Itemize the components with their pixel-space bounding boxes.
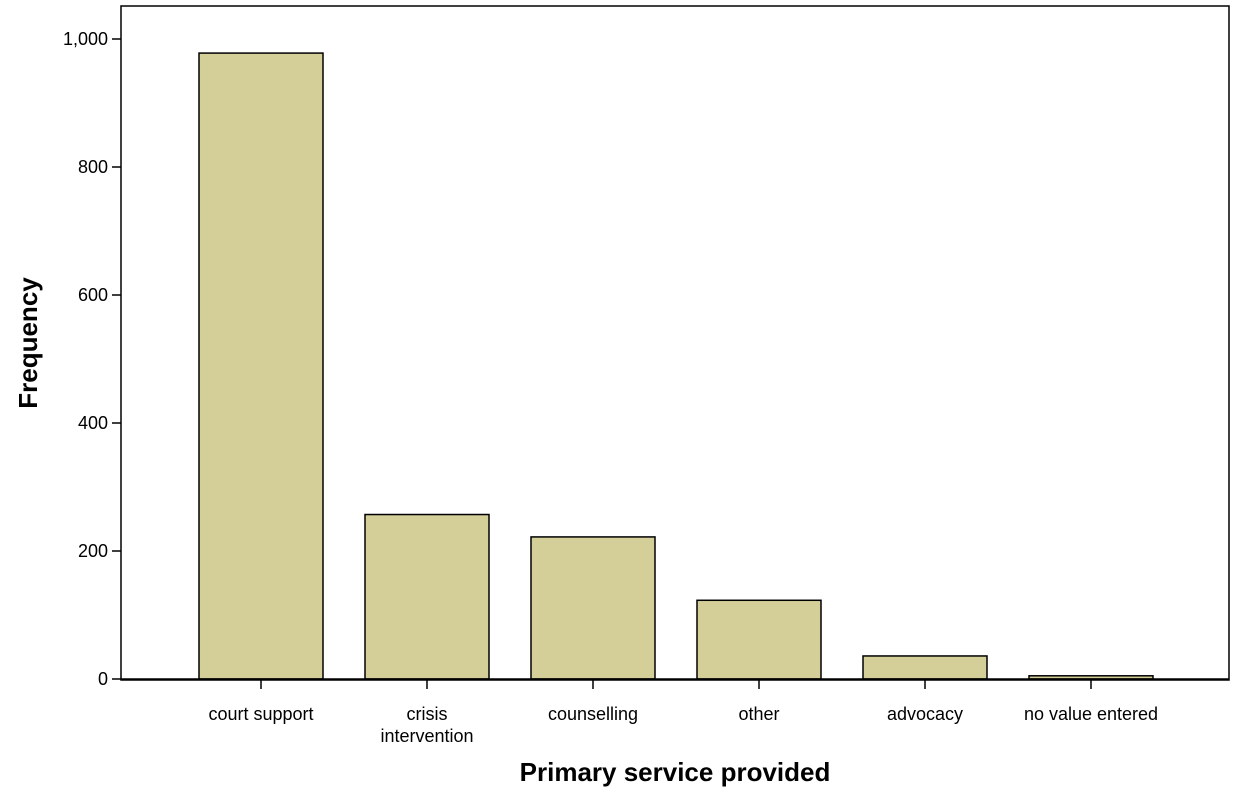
x-tick-label: no value entered [1024,704,1158,724]
y-axis-title: Frequency [13,277,43,409]
y-axis: 0 200 400 600 800 1,000 [63,29,121,689]
plot-frame [120,5,1230,681]
y-tick-label: 800 [78,157,108,177]
y-tick-label: 0 [98,669,108,689]
x-tick-label: advocacy [887,704,963,724]
bar [696,599,822,680]
x-axis-title: Primary service provided [520,757,831,787]
bar [530,536,656,680]
bar [862,655,988,680]
x-tick-label: intervention [380,726,473,746]
y-tick-label: 200 [78,541,108,561]
x-tick-label: crisis [407,704,448,724]
bars [121,52,1229,680]
x-tick-label: other [738,704,779,724]
y-tick-label: 400 [78,413,108,433]
x-tick-label: court support [208,704,313,724]
y-tick-label: 600 [78,285,108,305]
bar [198,52,324,680]
y-tick-label: 1,000 [63,29,108,49]
x-tick-label: counselling [548,704,638,724]
bar [364,513,490,680]
